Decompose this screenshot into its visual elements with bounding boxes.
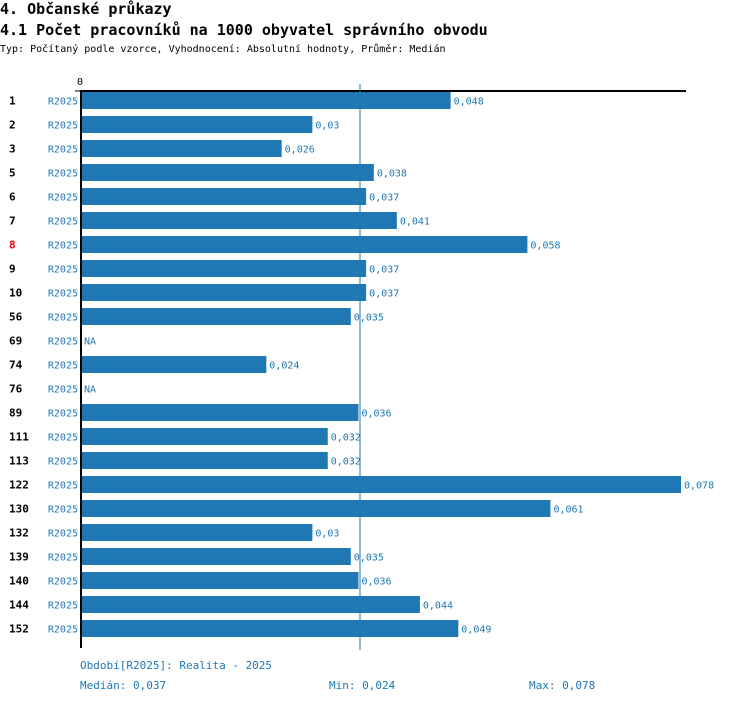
- series-label: R2025: [48, 409, 78, 420]
- category-label: 2: [9, 119, 16, 132]
- category-label: 122: [9, 479, 29, 492]
- bar: [82, 596, 420, 613]
- series-label: R2025: [48, 553, 78, 564]
- series-label: R2025: [48, 601, 78, 612]
- series-label: R2025: [48, 385, 78, 396]
- category-label: 152: [9, 623, 29, 636]
- series-label: R2025: [48, 481, 78, 492]
- series-label: R2025: [48, 97, 78, 108]
- category-label: 56: [9, 311, 23, 324]
- value-label: 0,036: [361, 409, 391, 420]
- bar: [82, 524, 313, 541]
- series-label: R2025: [48, 145, 78, 156]
- series-label: R2025: [48, 241, 78, 252]
- category-label: 113: [9, 455, 29, 468]
- series-label: R2025: [48, 337, 78, 348]
- category-label: 74: [9, 359, 23, 372]
- footer-period: Období[R2025]: Realita - 2025: [80, 659, 273, 672]
- category-label: 69: [9, 335, 22, 348]
- value-label-na: NA: [84, 385, 96, 396]
- category-label: 1: [9, 95, 16, 108]
- category-label: 9: [9, 263, 16, 276]
- value-label: 0,037: [369, 265, 399, 276]
- category-label: 10: [9, 287, 22, 300]
- bar: [82, 428, 328, 445]
- category-label: 7: [9, 215, 16, 228]
- bar: [82, 212, 397, 229]
- value-label: 0,061: [553, 505, 583, 516]
- axis-zero-label: 0: [77, 77, 83, 88]
- value-label: 0,03: [315, 121, 339, 132]
- bar: [82, 236, 528, 253]
- series-label: R2025: [48, 505, 78, 516]
- bar: [82, 356, 267, 373]
- bar: [82, 140, 282, 157]
- value-label: 0,036: [361, 577, 391, 588]
- bar: [82, 620, 459, 637]
- category-label: 130: [9, 503, 29, 516]
- bar: [82, 404, 359, 421]
- value-label: 0,037: [369, 289, 399, 300]
- bar: [82, 284, 367, 301]
- bar: [82, 116, 313, 133]
- value-label: 0,049: [461, 625, 491, 636]
- bar: [82, 260, 367, 277]
- value-label: 0,044: [423, 601, 453, 612]
- bar: [82, 548, 351, 565]
- footer-min: Min: 0,024: [329, 679, 396, 692]
- value-label: 0,032: [331, 457, 361, 468]
- value-label-na: NA: [84, 337, 96, 348]
- series-label: R2025: [48, 529, 78, 540]
- series-label: R2025: [48, 361, 78, 372]
- bar: [82, 452, 328, 469]
- category-label: 144: [9, 599, 29, 612]
- chart-title: 4.1 Počet pracovníků na 1000 obyvatel sp…: [0, 21, 488, 39]
- category-label: 89: [9, 407, 22, 420]
- bar: [82, 164, 374, 181]
- series-label: R2025: [48, 193, 78, 204]
- bar: [82, 572, 359, 589]
- bar: [82, 476, 681, 493]
- series-label: R2025: [48, 577, 78, 588]
- category-label: 3: [9, 143, 16, 156]
- value-label: 0,035: [354, 313, 384, 324]
- bar: [82, 308, 351, 325]
- category-label: 5: [9, 167, 16, 180]
- series-label: R2025: [48, 217, 78, 228]
- series-label: R2025: [48, 625, 78, 636]
- series-label: R2025: [48, 313, 78, 324]
- value-label: 0,032: [331, 433, 361, 444]
- value-label: 0,058: [530, 241, 560, 252]
- section-title: 4. Občanské průkazy: [0, 0, 172, 18]
- category-label: 132: [9, 527, 29, 540]
- category-label: 140: [9, 575, 29, 588]
- value-label: 0,024: [269, 361, 299, 372]
- category-label: 8: [9, 239, 16, 252]
- series-label: R2025: [48, 169, 78, 180]
- value-label: 0,048: [454, 97, 484, 108]
- category-label: 76: [9, 383, 23, 396]
- bar: [82, 188, 367, 205]
- value-label: 0,035: [354, 553, 384, 564]
- footer-max: Max: 0,078: [529, 679, 596, 692]
- series-label: R2025: [48, 265, 78, 276]
- value-label: 0,026: [285, 145, 315, 156]
- category-label: 6: [9, 191, 16, 204]
- value-label: 0,038: [377, 169, 407, 180]
- series-label: R2025: [48, 457, 78, 468]
- category-label: 139: [9, 551, 29, 564]
- series-label: R2025: [48, 433, 78, 444]
- value-label: 0,078: [684, 481, 714, 492]
- series-label: R2025: [48, 289, 78, 300]
- value-label: 0,03: [315, 529, 339, 540]
- bar: [82, 92, 451, 109]
- category-label: 111: [9, 431, 29, 444]
- footer-median: Medián: 0,037: [80, 679, 167, 692]
- bar: [82, 500, 551, 517]
- value-label: 0,041: [400, 217, 430, 228]
- series-label: R2025: [48, 121, 78, 132]
- value-label: 0,037: [369, 193, 399, 204]
- chart-meta: Typ: Počítaný podle vzorce, Vyhodnocení:…: [0, 44, 446, 55]
